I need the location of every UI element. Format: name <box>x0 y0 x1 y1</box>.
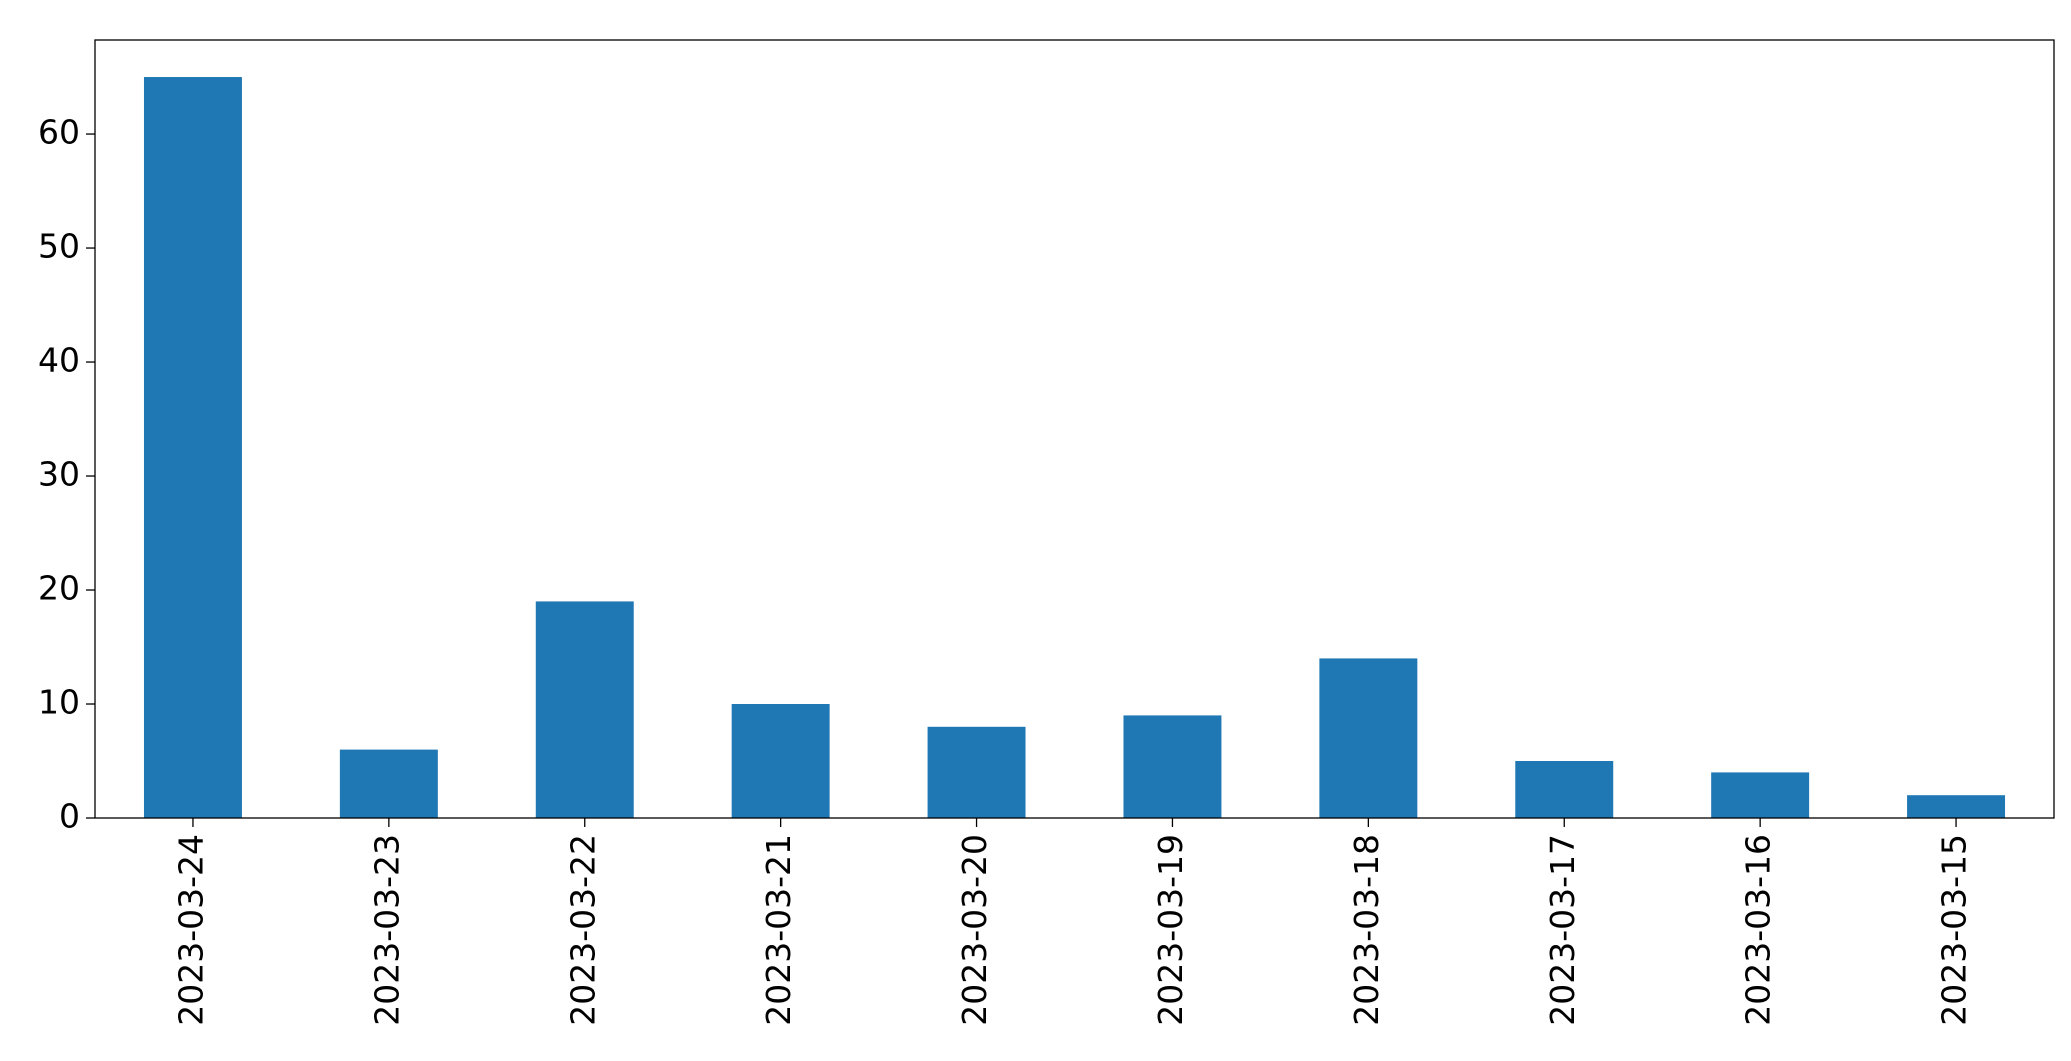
plot-frame <box>94 39 2055 819</box>
x-tick-label: 2023-03-15 <box>1935 834 1974 1026</box>
bar <box>143 77 242 819</box>
bar <box>535 601 634 818</box>
x-tick-label: 2023-03-18 <box>1347 834 1386 1026</box>
x-tick-label: 2023-03-23 <box>367 834 406 1026</box>
bar <box>1319 658 1418 818</box>
y-tick-label: 60 <box>38 113 80 152</box>
x-tick-label: 2023-03-22 <box>563 834 602 1026</box>
x-tick-label: 2023-03-20 <box>955 834 994 1026</box>
x-tick-label: 2023-03-19 <box>1151 834 1190 1026</box>
y-tick-label: 0 <box>59 797 80 836</box>
x-tick-label: 2023-03-16 <box>1739 834 1778 1026</box>
y-tick-label: 30 <box>38 455 80 494</box>
y-tick-label: 40 <box>38 341 80 380</box>
bar <box>339 749 438 818</box>
bar <box>1907 795 2006 818</box>
bar <box>1515 761 1614 818</box>
x-tick-label: 2023-03-24 <box>171 834 210 1026</box>
y-tick-label: 50 <box>38 227 80 266</box>
bar <box>1123 715 1222 818</box>
bar <box>927 726 1026 818</box>
bar <box>731 704 830 818</box>
y-tick-label: 10 <box>38 683 80 722</box>
x-tick-label: 2023-03-21 <box>759 834 798 1026</box>
bar <box>1711 772 1810 818</box>
x-tick-label: 2023-03-17 <box>1543 834 1582 1026</box>
y-tick-label: 20 <box>38 569 80 608</box>
